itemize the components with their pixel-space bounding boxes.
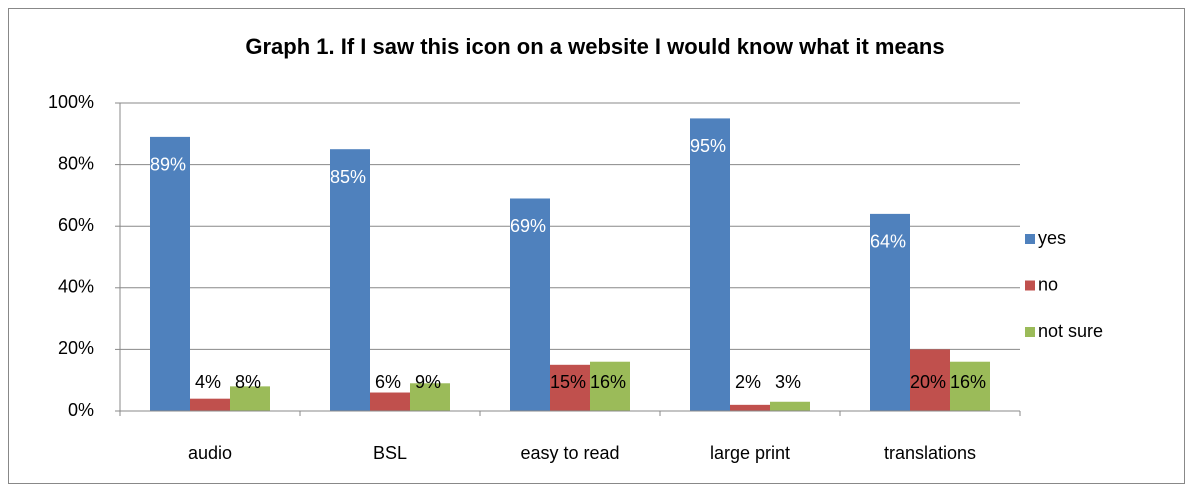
data-label: 16% — [950, 372, 986, 392]
x-tick-label: translations — [884, 443, 976, 463]
x-tick-label: audio — [188, 443, 232, 463]
data-label: 20% — [910, 372, 946, 392]
bar — [190, 398, 230, 411]
bar — [730, 404, 770, 411]
bar — [690, 118, 730, 412]
data-label: 95% — [690, 136, 726, 156]
y-tick-label: 80% — [58, 153, 94, 173]
data-label: 6% — [375, 372, 401, 392]
legend-label: not sure — [1038, 321, 1103, 341]
data-label: 15% — [550, 372, 586, 392]
y-tick-label: 60% — [58, 215, 94, 235]
x-tick-label: easy to read — [520, 443, 619, 463]
bar — [870, 213, 910, 411]
data-label: 64% — [870, 232, 906, 252]
legend-swatch — [1025, 327, 1035, 337]
data-label: 16% — [590, 372, 626, 392]
data-label: 69% — [510, 216, 546, 236]
bar — [590, 361, 630, 411]
legend-swatch — [1025, 280, 1035, 291]
data-label: 3% — [775, 372, 801, 392]
y-tick-label: 20% — [58, 338, 94, 358]
data-label: 9% — [415, 372, 441, 392]
bar — [370, 392, 410, 411]
legend-swatch — [1025, 234, 1035, 244]
bar — [410, 383, 450, 411]
bar — [910, 349, 950, 411]
bar — [770, 401, 810, 411]
data-label: 2% — [735, 372, 761, 392]
bar — [230, 386, 270, 411]
x-tick-label: large print — [710, 443, 790, 463]
chart-title: Graph 1. If I saw this icon on a website… — [245, 34, 944, 59]
y-tick-label: 0% — [68, 400, 94, 420]
data-label: 4% — [195, 372, 221, 392]
legend-label: yes — [1038, 228, 1066, 248]
data-label: 89% — [150, 155, 186, 175]
bar — [550, 364, 590, 411]
x-tick-label: BSL — [373, 443, 407, 463]
data-label: 85% — [330, 167, 366, 187]
y-tick-label: 100% — [48, 92, 94, 112]
bar — [510, 198, 550, 411]
bar — [150, 136, 190, 411]
bar — [330, 149, 370, 411]
legend-label: no — [1038, 274, 1058, 294]
data-label: 8% — [235, 372, 261, 392]
y-tick-label: 40% — [58, 277, 94, 297]
bar — [950, 361, 990, 411]
